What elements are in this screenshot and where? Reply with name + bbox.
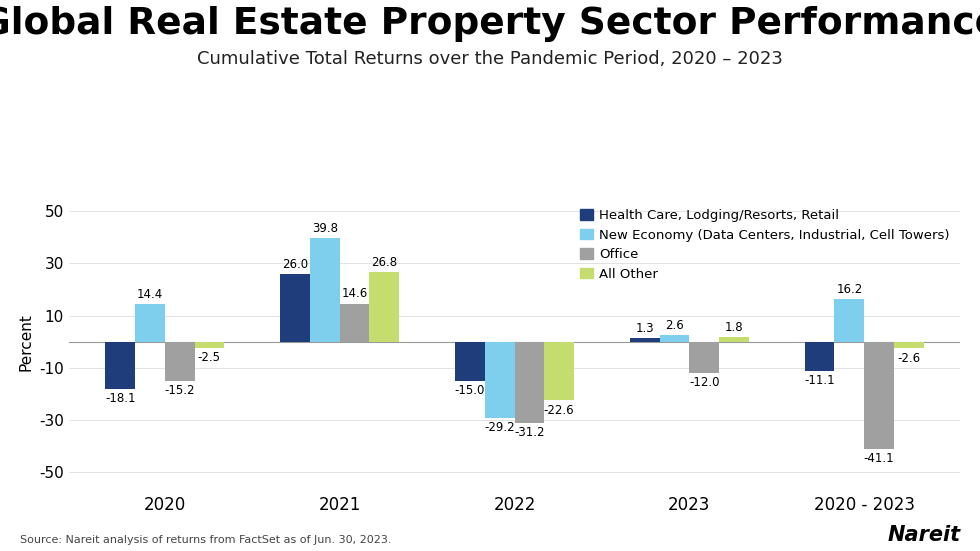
Text: 14.4: 14.4 (137, 288, 163, 301)
Text: -15.2: -15.2 (165, 385, 195, 397)
Bar (630, 338, 660, 342)
Text: -31.2: -31.2 (514, 426, 545, 439)
Text: Nareit: Nareit (887, 526, 960, 545)
Text: 14.6: 14.6 (341, 288, 368, 300)
Bar (280, 274, 310, 342)
Text: 2.6: 2.6 (665, 318, 684, 332)
Text: -11.1: -11.1 (805, 374, 835, 387)
Text: 1.8: 1.8 (724, 321, 743, 334)
Text: 26.0: 26.0 (282, 258, 308, 271)
Bar (864, 342, 894, 449)
Text: 1.3: 1.3 (635, 322, 654, 335)
Text: -22.6: -22.6 (544, 404, 574, 417)
Bar (514, 342, 544, 423)
Text: 16.2: 16.2 (836, 283, 862, 296)
Bar (369, 272, 399, 342)
Text: Global Real Estate Property Sector Performance: Global Real Estate Property Sector Perfo… (0, 6, 980, 41)
Bar (194, 342, 224, 348)
Bar (165, 342, 194, 381)
Text: Cumulative Total Returns over the Pandemic Period, 2020 – 2023: Cumulative Total Returns over the Pandem… (197, 50, 783, 68)
Text: -29.2: -29.2 (484, 421, 514, 434)
Bar (340, 304, 369, 342)
Bar (660, 335, 689, 342)
Bar (719, 337, 749, 342)
Text: 39.8: 39.8 (312, 222, 338, 235)
Bar (135, 304, 165, 342)
Text: 26.8: 26.8 (371, 256, 397, 269)
Text: -2.6: -2.6 (898, 352, 920, 365)
Bar (310, 238, 340, 342)
Text: -12.0: -12.0 (689, 376, 719, 389)
Bar (805, 342, 835, 370)
Text: -41.1: -41.1 (863, 452, 895, 465)
Text: -18.1: -18.1 (105, 392, 135, 405)
Bar (835, 299, 864, 342)
Bar (455, 342, 485, 381)
Text: -2.5: -2.5 (198, 351, 220, 364)
Y-axis label: Percent: Percent (19, 312, 33, 371)
Bar (544, 342, 574, 401)
Text: -15.0: -15.0 (455, 384, 485, 397)
Bar (105, 342, 135, 389)
Bar (894, 342, 924, 348)
Text: Source: Nareit analysis of returns from FactSet as of Jun. 30, 2023.: Source: Nareit analysis of returns from … (20, 536, 391, 545)
Bar (485, 342, 514, 418)
Bar (689, 342, 719, 373)
Legend: Health Care, Lodging/Resorts, Retail, New Economy (Data Centers, Industrial, Cel: Health Care, Lodging/Resorts, Retail, Ne… (575, 205, 954, 285)
